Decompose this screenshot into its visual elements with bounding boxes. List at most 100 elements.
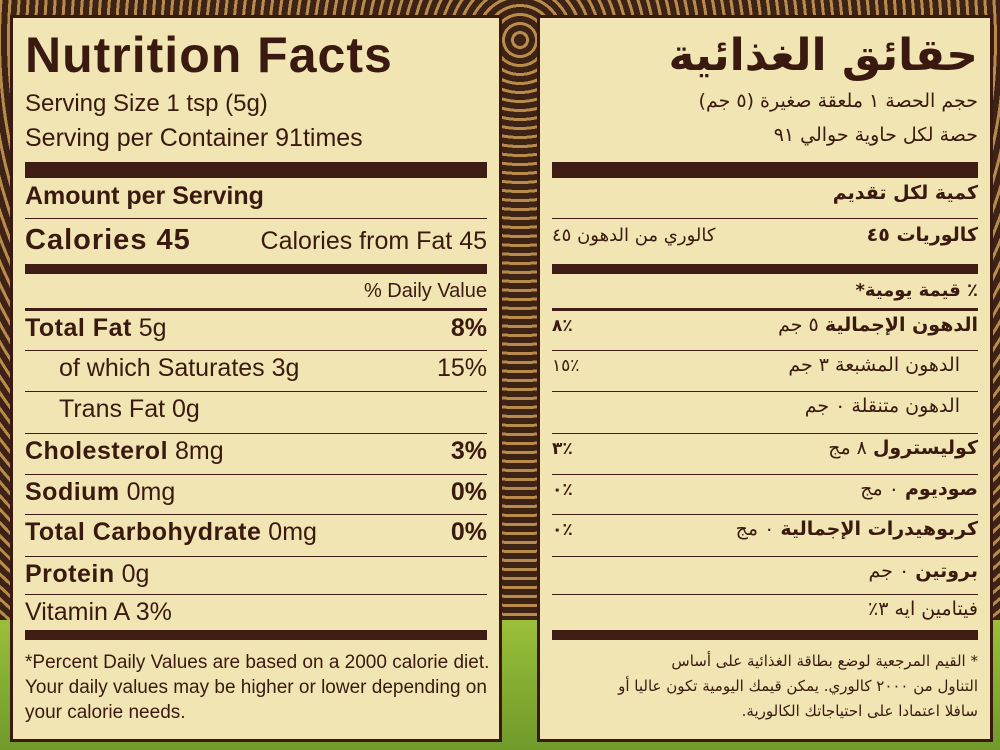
title: Nutrition Facts bbox=[25, 27, 393, 83]
daily-value: ٪٠ bbox=[552, 520, 573, 540]
divider bbox=[25, 350, 487, 351]
nutrient-label: الدهون الإجمالية bbox=[824, 314, 978, 336]
divider bbox=[552, 594, 978, 595]
nutrient-row: Total Carbohydrate 0mg 0% bbox=[25, 518, 487, 547]
calories-row: Calories 45 Calories from Fat 45 bbox=[25, 224, 487, 257]
nutrient-label: كوليسترول bbox=[872, 437, 978, 459]
divider bbox=[552, 433, 978, 434]
footnote: Your daily values may be higher or lower… bbox=[25, 677, 487, 698]
nutrient-amount: 5g bbox=[138, 314, 167, 342]
dv-header: % Daily Value bbox=[363, 280, 487, 302]
nutrient-amount: 0mg bbox=[268, 518, 317, 546]
daily-value: 15% bbox=[436, 354, 487, 382]
nutrient-amount: ٨ مج bbox=[828, 437, 867, 459]
nutrient-row: الدهون المشبعة ٣ جم ٪١٥ bbox=[552, 354, 978, 376]
divider bbox=[552, 474, 978, 475]
nutrient-amount: 8mg bbox=[174, 437, 224, 465]
nutrient-row: Protein 0g bbox=[25, 560, 487, 589]
servings-per-container: حصة لكل حاوية حوالي ٩١ bbox=[773, 124, 978, 146]
arabic-panel: حقائق الغذائية حجم الحصة ١ ملعقة صغيرة (٥… bbox=[537, 15, 993, 742]
footnote: التناول من ٢٠٠٠ كالوري. يمكن قيمك اليومي… bbox=[618, 677, 978, 695]
divider bbox=[552, 162, 978, 178]
daily-value: 0% bbox=[450, 518, 487, 546]
divider bbox=[552, 350, 978, 351]
calories-from-fat: Calories from Fat 45 bbox=[260, 227, 487, 255]
nutrient-label: of which Saturates 3g bbox=[59, 354, 300, 382]
nutrient-row: Vitamin A 3% bbox=[25, 598, 487, 627]
nutrient-row: of which Saturates 3g 15% bbox=[25, 354, 487, 383]
english-panel: Nutrition Facts Serving Size 1 tsp (5g) Se… bbox=[10, 15, 502, 742]
footnote: * القيم المرجعية لوضع بطاقة الغذائية على… bbox=[671, 652, 978, 670]
calories: كالوريات ٤٥ bbox=[866, 224, 978, 246]
nutrient-name: Cholesterol 8mg bbox=[25, 437, 224, 466]
daily-value: ٪٠ bbox=[552, 480, 573, 500]
nutrient-name: Total Carbohydrate 0mg bbox=[25, 518, 317, 547]
amount-header: Amount per Serving bbox=[25, 182, 264, 210]
calories-from-fat: كالوري من الدهون ٤٥ bbox=[552, 225, 716, 246]
divider bbox=[25, 556, 487, 557]
divider bbox=[25, 630, 487, 640]
nutrient-label: Trans Fat 0g bbox=[59, 395, 200, 423]
daily-value: ٪١٥ bbox=[552, 356, 580, 376]
nutrient-name: فيتامين ايه ٣٪ bbox=[868, 598, 978, 620]
nutrient-row: Trans Fat 0g bbox=[25, 395, 487, 424]
nutrient-row: صوديوم ٠ مج ٪٠ bbox=[552, 478, 978, 500]
nutrient-name: Vitamin A 3% bbox=[25, 598, 172, 627]
divider bbox=[25, 308, 487, 311]
daily-value: ٪٨ bbox=[552, 316, 573, 336]
nutrient-name: Trans Fat 0g bbox=[59, 395, 200, 424]
divider bbox=[552, 264, 978, 274]
nutrient-name: of which Saturates 3g bbox=[59, 354, 299, 383]
divider bbox=[25, 514, 487, 515]
divider bbox=[25, 218, 487, 219]
dv-header: ٪ قيمة يومية* bbox=[855, 280, 978, 301]
divider bbox=[552, 514, 978, 515]
divider bbox=[25, 391, 487, 392]
nutrient-amount: 0g bbox=[121, 560, 150, 588]
nutrient-label: Total Fat bbox=[25, 314, 132, 342]
nutrient-label: بروتين bbox=[915, 560, 978, 582]
nutrient-label: صوديوم bbox=[905, 478, 978, 500]
nutrient-row: كوليسترول ٨ مج ٪٣ bbox=[552, 437, 978, 459]
nutrient-label: Cholesterol bbox=[25, 437, 169, 465]
divider bbox=[552, 391, 978, 392]
calories-row: كالوريات ٤٥ كالوري من الدهون ٤٥ bbox=[552, 224, 978, 246]
serving-size: حجم الحصة ١ ملعقة صغيرة (٥ جم) bbox=[698, 90, 978, 112]
nutrient-name: الدهون المشبعة ٣ جم bbox=[788, 354, 960, 376]
daily-value: 0% bbox=[450, 478, 487, 506]
daily-value: 3% bbox=[450, 437, 487, 465]
serving-size: Serving Size 1 tsp (5g) bbox=[25, 90, 268, 117]
daily-value: 8% bbox=[450, 314, 487, 342]
daily-value: ٪٣ bbox=[552, 439, 573, 459]
nutrient-row: Cholesterol 8mg 3% bbox=[25, 437, 487, 466]
divider bbox=[25, 264, 487, 274]
divider bbox=[25, 433, 487, 434]
nutrient-row: Sodium 0mg 0% bbox=[25, 478, 487, 507]
footnote: *Percent Daily Values are based on a 200… bbox=[25, 652, 490, 673]
nutrient-name: صوديوم ٠ مج bbox=[860, 478, 978, 500]
footnote: سافلا اعتمادا على احتياجاتك الكالورية. bbox=[741, 702, 978, 720]
divider bbox=[25, 162, 487, 178]
nutrient-amount: 0mg bbox=[126, 478, 176, 506]
nutrient-name: Protein 0g bbox=[25, 560, 149, 589]
nutrient-label: Total Carbohydrate bbox=[25, 518, 262, 546]
nutrient-label: Protein bbox=[25, 560, 115, 588]
nutrient-label: Sodium bbox=[25, 478, 120, 506]
nutrient-name: بروتين ٠ جم bbox=[869, 560, 978, 582]
servings-per-container: Serving per Container 91times bbox=[25, 124, 363, 152]
nutrient-row: فيتامين ايه ٣٪ bbox=[552, 598, 978, 620]
title: حقائق الغذائية bbox=[668, 30, 978, 81]
nutrient-row: الدهون الإجمالية ٥ جم ٪٨ bbox=[552, 314, 978, 336]
nutrient-row: Total Fat 5g 8% bbox=[25, 314, 487, 343]
nutrient-label: كربوهيدرات الإجمالية bbox=[780, 518, 978, 540]
footnote: your calorie needs. bbox=[25, 702, 186, 723]
nutrient-amount: ٠ مج bbox=[860, 478, 899, 500]
divider bbox=[25, 474, 487, 475]
nutrient-amount: ٠ مج bbox=[735, 518, 775, 540]
divider bbox=[552, 308, 978, 311]
calories: Calories 45 bbox=[25, 224, 191, 256]
nutrient-label: Vitamin A 3% bbox=[25, 598, 172, 626]
nutrient-name: الدهون متنقلة ٠ جم bbox=[805, 395, 960, 417]
nutrient-name: Sodium 0mg bbox=[25, 478, 175, 507]
